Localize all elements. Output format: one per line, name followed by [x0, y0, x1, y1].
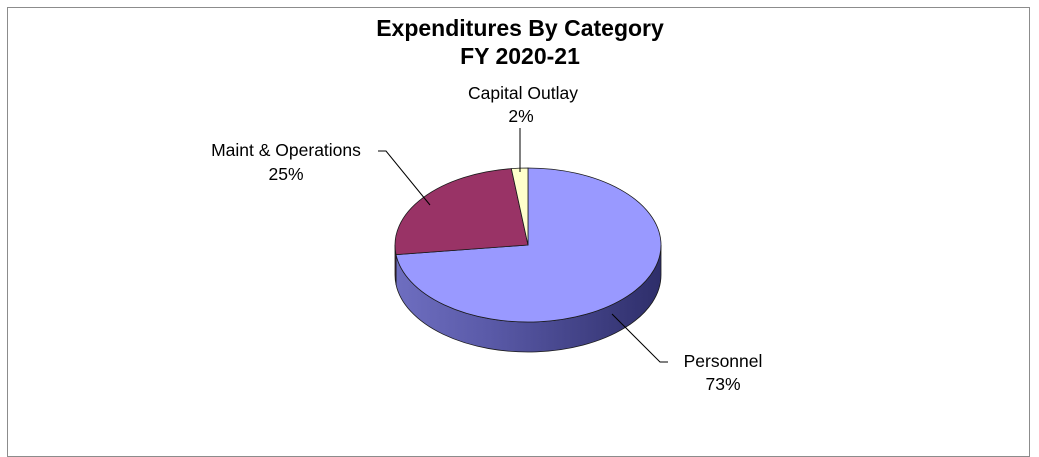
pie-slice-personnel [395, 167, 662, 323]
pie-slice-maint-operations [394, 168, 529, 256]
chart-subtitle: FY 2020-21 [460, 43, 580, 69]
label-capital-outlay-value: 2% [508, 106, 533, 126]
label-personnel-value: 73% [705, 374, 740, 394]
label-personnel-name: Personnel [684, 351, 763, 371]
label-capital-outlay-name: Capital Outlay [468, 83, 578, 103]
label-maint-operations-value: 25% [268, 164, 303, 184]
pie-slices [394, 167, 662, 323]
label-maint-operations-name: Maint & Operations [211, 140, 361, 160]
leader-line-maint-operations [378, 150, 431, 206]
chart-title: Expenditures By Category [376, 15, 664, 41]
leader-line-personnel [611, 313, 668, 363]
